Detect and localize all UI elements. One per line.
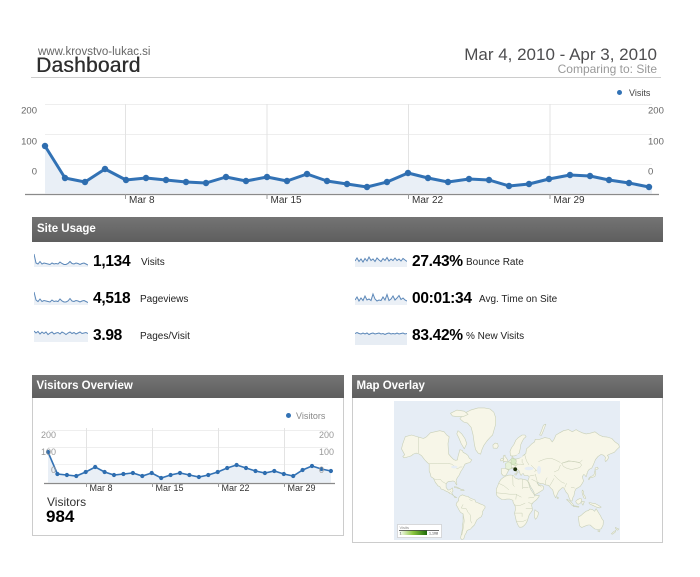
svg-text:Mar 15: Mar 15 bbox=[156, 483, 184, 493]
svg-text:100: 100 bbox=[648, 137, 664, 148]
svg-text:Mar 15: Mar 15 bbox=[271, 195, 303, 206]
svg-text:1: 1 bbox=[400, 532, 402, 536]
svg-text:100: 100 bbox=[41, 447, 56, 457]
svg-text:Visits: Visits bbox=[400, 525, 409, 530]
svg-text:0: 0 bbox=[319, 465, 324, 475]
svg-text:200: 200 bbox=[648, 106, 664, 117]
svg-text:Mar 22: Mar 22 bbox=[222, 483, 250, 493]
svg-text:100: 100 bbox=[21, 137, 37, 148]
svg-text:200: 200 bbox=[21, 106, 37, 117]
svg-text:0: 0 bbox=[648, 167, 653, 178]
svg-text:Mar 8: Mar 8 bbox=[90, 483, 113, 493]
svg-text:Mar 29: Mar 29 bbox=[554, 195, 586, 206]
svg-text:200: 200 bbox=[41, 430, 56, 440]
svg-text:Mar 22: Mar 22 bbox=[412, 195, 444, 206]
svg-text:Mar 29: Mar 29 bbox=[288, 483, 316, 493]
svg-text:1,108: 1,108 bbox=[429, 532, 438, 536]
svg-text:100: 100 bbox=[319, 447, 334, 457]
svg-text:0: 0 bbox=[32, 167, 37, 178]
svg-text:200: 200 bbox=[319, 430, 334, 440]
svg-text:Mar 8: Mar 8 bbox=[129, 195, 155, 206]
svg-text:0: 0 bbox=[51, 465, 56, 475]
